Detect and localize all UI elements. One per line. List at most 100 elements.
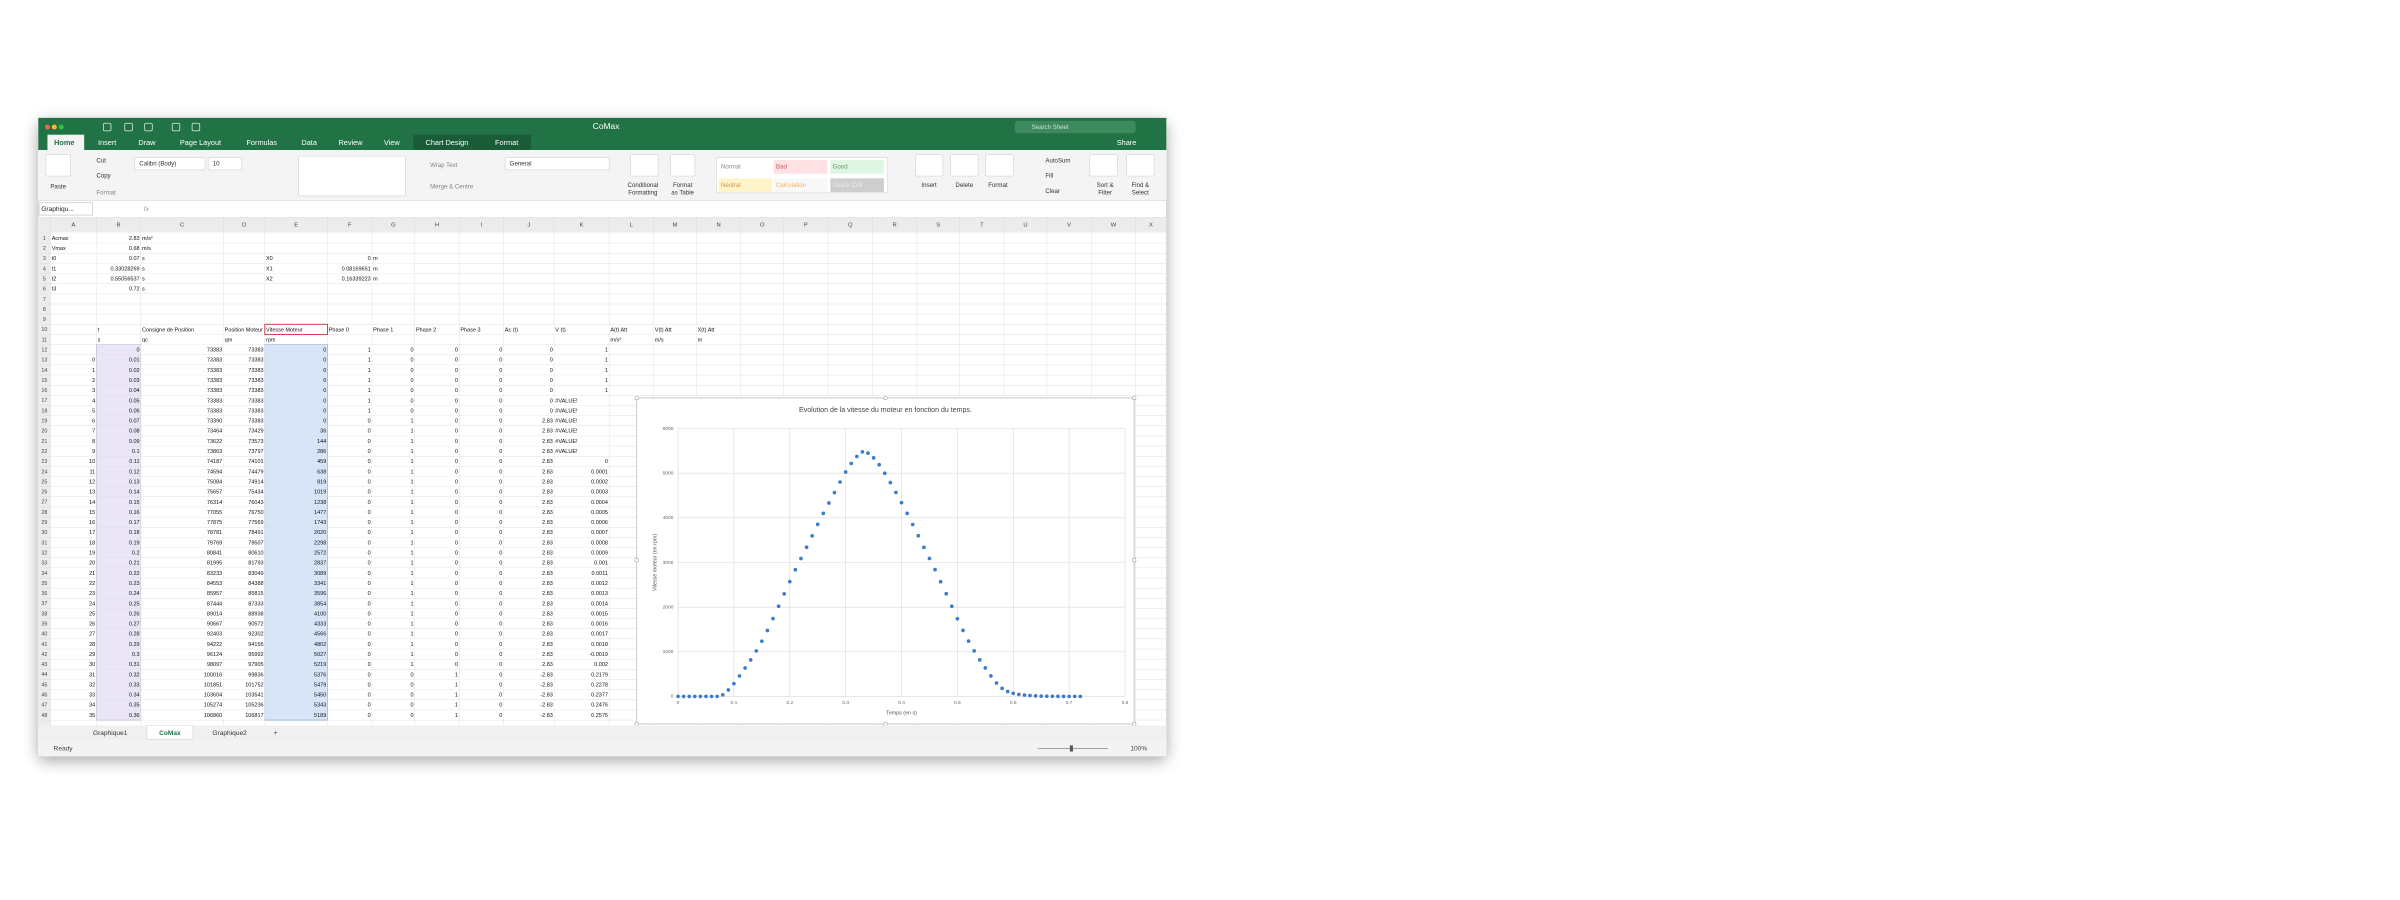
cell[interactable]: 1 [411, 429, 414, 435]
cell[interactable]: 0 [455, 398, 458, 404]
ribbon-label[interactable]: Check Cell [833, 182, 863, 189]
cell[interactable]: 2.83 [542, 561, 553, 567]
cell[interactable]: 0 [455, 591, 458, 597]
ribbon-label[interactable]: Calculation [776, 182, 806, 189]
cell[interactable]: 0 [499, 591, 502, 597]
cell[interactable]: 0 [411, 358, 414, 364]
column-header[interactable]: C [180, 223, 184, 229]
cell[interactable]: 0 [499, 520, 502, 526]
ribbon-tab[interactable]: Chart Design [426, 138, 469, 147]
cell[interactable]: 30 [89, 662, 95, 668]
cell[interactable]: 0 [499, 652, 502, 658]
cell[interactable]: 0.16339223 [342, 277, 371, 283]
cell[interactable]: 0 [455, 378, 458, 384]
cell[interactable]: 0 [368, 581, 371, 587]
cell[interactable]: 0.2476 [591, 703, 608, 709]
cell[interactable]: Ac (t) [505, 327, 518, 333]
cell[interactable]: Vmax [52, 246, 66, 252]
cell[interactable]: 1 [411, 540, 414, 546]
cell[interactable]: 0 [499, 368, 502, 374]
cell[interactable]: 2.83 [542, 490, 553, 496]
ribbon-label[interactable]: Cut [96, 157, 106, 164]
ribbon-control[interactable] [134, 157, 206, 171]
column-header[interactable]: H [435, 223, 439, 229]
cell[interactable]: 638 [317, 469, 326, 475]
ribbon-tab[interactable]: Formulas [246, 138, 277, 147]
cell[interactable]: 0 [411, 348, 414, 354]
cell[interactable]: 75434 [248, 490, 263, 496]
cell[interactable]: 19 [89, 551, 95, 557]
cell[interactable]: 0 [323, 368, 326, 374]
cell[interactable]: 2 [92, 378, 95, 384]
cell[interactable]: 0.09 [129, 439, 140, 445]
cell[interactable]: 0.16 [129, 510, 140, 516]
cell[interactable]: 90572 [248, 622, 263, 628]
cell[interactable]: 0 [411, 388, 414, 394]
cell[interactable]: 0 [368, 520, 371, 526]
cell[interactable]: t [98, 327, 100, 333]
cell[interactable]: 103604 [204, 693, 222, 699]
cell[interactable]: 73622 [207, 439, 222, 445]
column-header[interactable]: D [242, 223, 246, 229]
cell[interactable]: 33 [89, 693, 95, 699]
cell[interactable]: 0.001 [594, 561, 608, 567]
ribbon-label[interactable]: 10 [213, 160, 220, 167]
toolbar-icon[interactable] [191, 122, 201, 132]
cell[interactable]: 2837 [314, 561, 326, 567]
ribbon-label[interactable]: Filter [1098, 189, 1112, 196]
column-header[interactable]: X [1149, 223, 1153, 229]
cell[interactable]: 0 [137, 348, 140, 354]
cell[interactable]: A(t) Att [610, 327, 627, 333]
cell[interactable]: 0.24 [129, 591, 140, 597]
cell[interactable]: 20 [89, 561, 95, 567]
cell[interactable]: 80841 [207, 551, 222, 557]
ribbon-label[interactable]: Normal [721, 163, 741, 170]
cell[interactable]: 1 [411, 490, 414, 496]
cell[interactable]: 0 [499, 703, 502, 709]
cell[interactable]: 0 [499, 348, 502, 354]
cell[interactable]: 0 [368, 672, 371, 678]
cell[interactable]: 0 [455, 551, 458, 557]
cell[interactable]: 2.83 [542, 439, 553, 445]
cell[interactable]: 1 [411, 520, 414, 526]
cell[interactable]: 73797 [248, 449, 263, 455]
cell[interactable]: 1 [411, 469, 414, 475]
column-header[interactable]: F [348, 223, 352, 229]
column-header[interactable]: A [72, 223, 76, 229]
cell[interactable]: 2.83 [542, 469, 553, 475]
cell[interactable]: 1 [411, 652, 414, 658]
cell[interactable]: 0 [455, 601, 458, 607]
cell[interactable]: 73383 [207, 378, 222, 384]
cell[interactable]: 1 [411, 611, 414, 617]
cell[interactable]: 94222 [207, 642, 222, 648]
cell[interactable]: 2.83 [542, 642, 553, 648]
cell[interactable]: #VALUE! [555, 398, 578, 404]
cell[interactable]: 0 [368, 510, 371, 516]
cell[interactable]: 1 [455, 703, 458, 709]
cell[interactable]: 0.02 [129, 368, 140, 374]
cell[interactable]: 0.2179 [591, 672, 608, 678]
cell[interactable]: 0.01 [129, 358, 140, 364]
cell[interactable]: 0 [368, 256, 371, 262]
cell[interactable]: 0.21 [129, 561, 140, 567]
cell-style[interactable] [718, 178, 773, 193]
cell[interactable]: 101752 [245, 682, 263, 688]
cell[interactable]: 0.0008 [591, 540, 608, 546]
cell[interactable]: qm [225, 337, 233, 343]
cell[interactable]: 16 [89, 520, 95, 526]
cell[interactable]: 0 [323, 358, 326, 364]
cell[interactable]: 0 [411, 682, 414, 688]
cell[interactable]: 0.26 [129, 611, 140, 617]
cell[interactable]: 76314 [207, 500, 222, 506]
cell[interactable]: 83233 [207, 571, 222, 577]
cell[interactable]: 1 [411, 561, 414, 567]
cell[interactable]: 0 [499, 419, 502, 425]
cell[interactable]: 2.83 [542, 551, 553, 557]
cell[interactable]: 2.83 [542, 571, 553, 577]
cell[interactable]: 0 [499, 561, 502, 567]
ribbon-label[interactable]: Delete [955, 182, 973, 189]
cell[interactable]: 0.25 [129, 601, 140, 607]
cell[interactable]: 92302 [248, 632, 263, 638]
cell[interactable]: 0.19 [129, 540, 140, 546]
cell[interactable]: 0.2278 [591, 682, 608, 688]
